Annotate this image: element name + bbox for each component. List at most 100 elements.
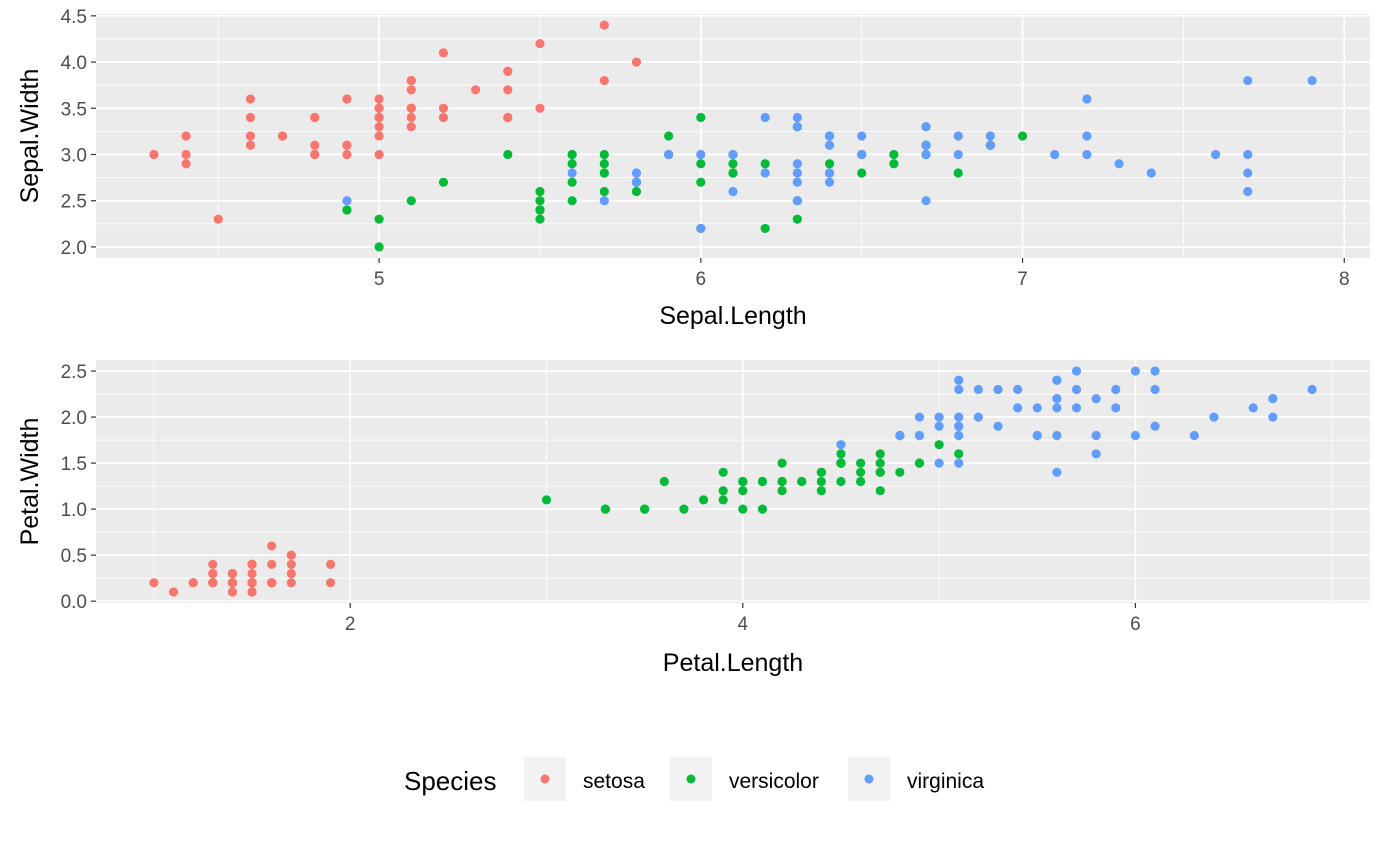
point-versicolor — [777, 476, 787, 487]
point-virginica — [895, 430, 905, 441]
point-virginica — [696, 223, 706, 234]
point-setosa — [535, 38, 545, 49]
x-tick-label: 6 — [696, 269, 707, 290]
y-tick-label: 0.0 — [61, 592, 87, 613]
point-versicolor — [679, 504, 689, 514]
point-versicolor — [836, 458, 846, 468]
point-setosa — [227, 568, 238, 579]
point-setosa — [374, 112, 384, 123]
point-versicolor — [698, 495, 709, 505]
legend-item-versicolor: versicolor — [670, 757, 819, 801]
point-versicolor — [777, 458, 787, 468]
point-virginica — [631, 168, 642, 178]
point-setosa — [213, 214, 223, 224]
point-virginica — [993, 384, 1003, 395]
point-virginica — [954, 430, 964, 441]
legend-key-versicolor — [686, 774, 696, 784]
point-virginica — [1052, 403, 1062, 413]
point-versicolor — [875, 467, 885, 477]
point-versicolor — [760, 159, 770, 169]
point-virginica — [696, 149, 706, 160]
x-tick-label: 7 — [1017, 269, 1028, 290]
point-virginica — [934, 412, 944, 422]
point-setosa — [503, 85, 513, 95]
point-setosa — [406, 112, 416, 123]
point-virginica — [953, 149, 963, 160]
point-virginica — [792, 159, 802, 169]
point-virginica — [631, 177, 642, 187]
point-virginica — [342, 196, 352, 206]
point-versicolor — [599, 159, 609, 169]
point-versicolor — [342, 205, 352, 215]
point-versicolor — [738, 486, 748, 496]
point-setosa — [247, 587, 257, 597]
y-tick-label: 4.5 — [61, 7, 87, 28]
point-virginica — [985, 140, 995, 150]
point-virginica — [1248, 403, 1258, 413]
point-versicolor — [599, 186, 609, 197]
point-versicolor — [535, 186, 545, 197]
point-virginica — [792, 112, 802, 123]
point-virginica — [954, 384, 964, 395]
point-virginica — [914, 430, 925, 441]
point-versicolor — [777, 486, 787, 496]
point-versicolor — [816, 486, 826, 496]
point-virginica — [1032, 403, 1042, 413]
point-versicolor — [567, 177, 577, 187]
y-tick-label: 2.5 — [61, 362, 87, 383]
point-virginica — [824, 177, 835, 187]
point-versicolor — [696, 159, 706, 169]
point-setosa — [267, 578, 277, 588]
point-virginica — [728, 186, 738, 197]
point-virginica — [973, 412, 983, 422]
point-virginica — [1052, 467, 1062, 477]
point-versicolor — [855, 476, 866, 487]
legend-item-setosa: setosa — [524, 757, 645, 801]
point-virginica — [921, 140, 931, 150]
x-axis-title: Sepal.Length — [659, 302, 806, 330]
point-virginica — [934, 458, 944, 468]
point-setosa — [286, 578, 296, 588]
point-versicolor — [954, 449, 964, 459]
point-virginica — [1189, 430, 1199, 441]
point-versicolor — [738, 504, 748, 514]
point-versicolor — [792, 214, 802, 224]
point-versicolor — [503, 149, 513, 160]
point-virginica — [954, 375, 964, 385]
point-versicolor — [567, 159, 577, 169]
point-setosa — [310, 112, 320, 123]
point-setosa — [325, 559, 336, 569]
point-versicolor — [816, 476, 826, 487]
point-virginica — [599, 196, 609, 206]
point-virginica — [1243, 149, 1253, 160]
point-versicolor — [757, 504, 768, 514]
x-tick-label: 8 — [1339, 269, 1350, 290]
point-virginica — [1268, 412, 1278, 422]
point-setosa — [438, 48, 449, 58]
x-tick-label: 6 — [1130, 614, 1141, 635]
legend-label-setosa: setosa — [583, 770, 645, 793]
point-virginica — [934, 421, 944, 431]
point-setosa — [310, 140, 320, 150]
legend-key-setosa — [540, 774, 550, 784]
point-versicolor — [757, 476, 768, 487]
point-setosa — [181, 159, 191, 169]
point-versicolor — [664, 131, 674, 141]
point-versicolor — [374, 242, 384, 252]
point-setosa — [631, 57, 642, 67]
point-setosa — [374, 122, 384, 132]
point-virginica — [824, 140, 835, 150]
point-versicolor — [696, 112, 706, 123]
point-setosa — [342, 94, 352, 104]
point-setosa — [168, 587, 179, 597]
point-virginica — [1210, 149, 1221, 160]
point-setosa — [374, 149, 384, 160]
point-versicolor — [535, 196, 545, 206]
point-versicolor — [824, 159, 835, 169]
point-virginica — [1111, 403, 1121, 413]
y-tick-label: 2.5 — [61, 192, 87, 213]
point-setosa — [310, 149, 320, 160]
point-setosa — [286, 568, 296, 579]
point-virginica — [921, 122, 931, 132]
point-versicolor — [599, 149, 609, 160]
